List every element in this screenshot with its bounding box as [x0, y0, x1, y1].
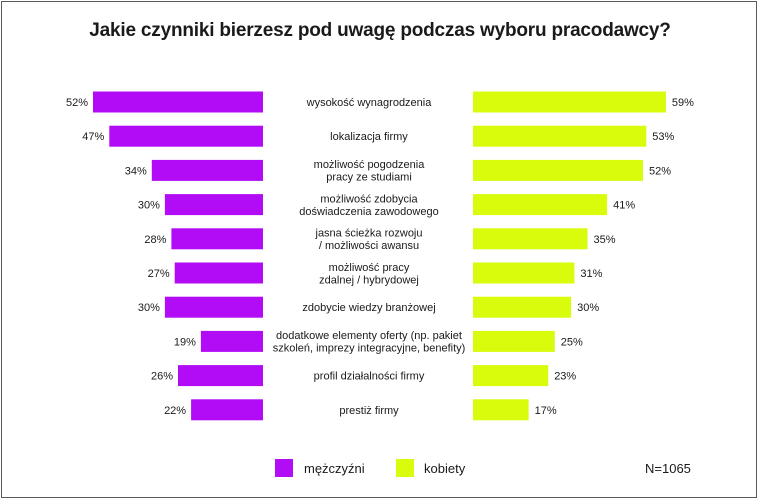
value-label-men: 34% [125, 165, 147, 177]
bar-men [164, 194, 263, 216]
value-label-men: 30% [138, 200, 160, 212]
category-label: lokalizacja firmy [330, 131, 408, 143]
legend-swatch-women [396, 459, 414, 477]
value-label-men: 22% [164, 405, 186, 417]
bar-women [473, 296, 572, 318]
category-label: dodatkowe elementy oferty (np. pakiet szk… [273, 330, 466, 355]
value-label-men: 30% [138, 302, 160, 314]
value-label-women: 25% [561, 336, 583, 348]
bar-men [174, 262, 263, 284]
value-label-men: 27% [148, 268, 170, 280]
value-label-women: 53% [652, 131, 674, 143]
value-label-women: 17% [535, 405, 557, 417]
bar-women [473, 194, 608, 216]
value-label-men: 52% [66, 97, 88, 109]
category-label: możliwość zdobycia doświadczenia zawodowe… [299, 193, 438, 218]
value-label-women: 31% [580, 268, 602, 280]
bar-women [473, 159, 643, 181]
category-label: prestiż firmy [339, 405, 399, 417]
category-label: profil działalności firmy [314, 371, 425, 383]
bar-men [200, 330, 263, 352]
bar-women [473, 262, 575, 284]
value-label-men: 26% [151, 371, 173, 383]
bar-men [164, 296, 263, 318]
legend-swatch-men [275, 459, 293, 477]
chart-title: Jakie czynniki bierzesz pod uwagę podcza… [89, 20, 671, 41]
bar-men [178, 365, 263, 387]
bar-women [473, 399, 529, 421]
value-label-men: 28% [144, 234, 166, 246]
value-label-women: 52% [649, 165, 671, 177]
sample-size-note: N=1065 [645, 461, 691, 476]
value-label-women: 35% [594, 234, 616, 246]
bar-men [191, 399, 263, 421]
category-label: możliwość pogodzenia pracy ze studiami [314, 159, 426, 184]
category-label: zdobycie wiedzy branżowej [302, 302, 435, 314]
category-label: możliwość pracy zdalnej / hybrydowej [319, 262, 419, 287]
value-label-women: 41% [613, 200, 635, 212]
bar-men [151, 159, 263, 181]
bar-women [473, 125, 647, 147]
category-label: jasna ścieżka rozwoju / możliwości awansu [315, 228, 423, 253]
value-label-women: 30% [577, 302, 599, 314]
value-label-men: 47% [82, 131, 104, 143]
bar-women [473, 330, 555, 352]
bar-men [93, 91, 263, 113]
bar-women [473, 228, 588, 250]
legend-label-women: kobiety [424, 461, 466, 476]
bar-men [109, 125, 263, 147]
value-label-women: 59% [672, 97, 694, 109]
bar-women [473, 91, 666, 113]
bar-men [171, 228, 263, 250]
value-label-women: 23% [554, 371, 576, 383]
value-label-men: 19% [174, 336, 196, 348]
legend-label-men: mężczyźni [304, 461, 365, 476]
bar-women [473, 365, 549, 387]
category-label: wysokość wynagrodzenia [306, 97, 433, 109]
